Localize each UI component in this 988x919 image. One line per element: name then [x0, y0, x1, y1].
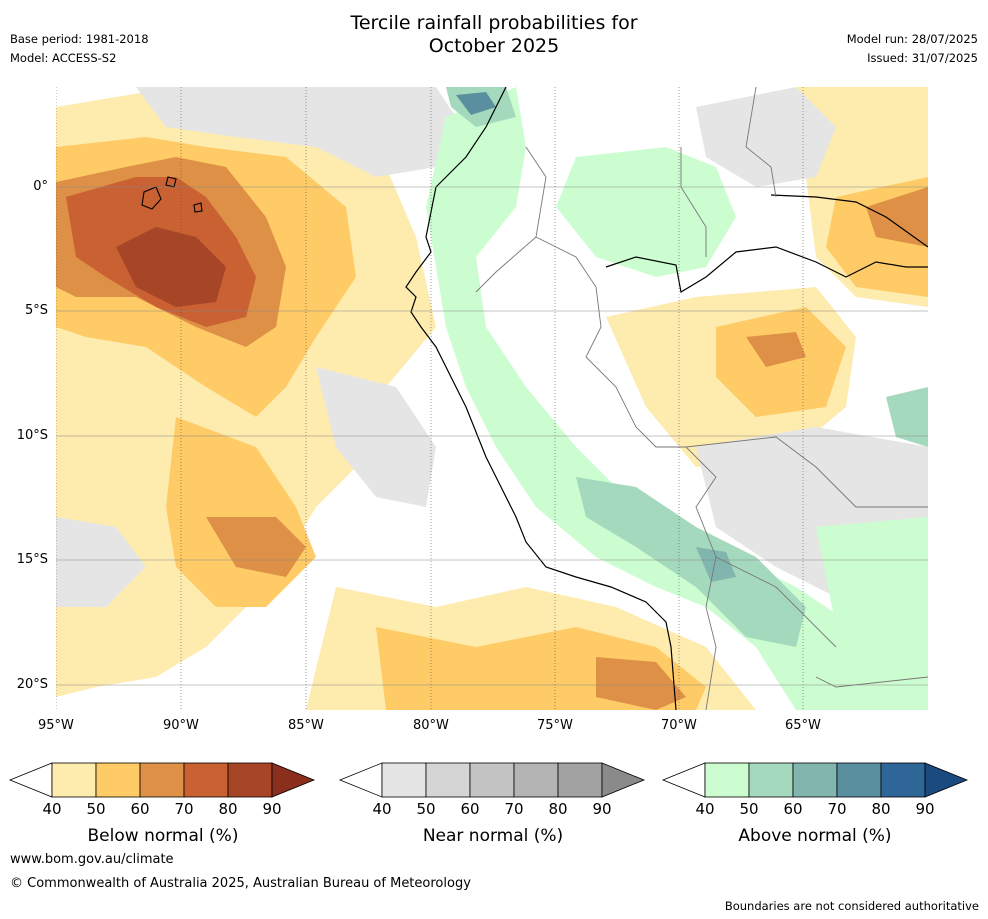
- colorbar-tick-label: 70: [504, 800, 524, 818]
- base-period-text: Base period: 1981-2018: [10, 32, 149, 46]
- above-normal-region-andes-60: [696, 547, 736, 582]
- above-normal-region-east: [886, 387, 928, 447]
- colorbar-tick-label: 50: [739, 800, 759, 818]
- lat-tick-5s: 5°S: [24, 303, 48, 318]
- colorbar-segment: [469, 762, 515, 798]
- colorbar-tick-label: 80: [218, 800, 238, 818]
- colorbar-near-normal: [338, 762, 646, 798]
- lon-tick-90w: 90°W: [163, 718, 199, 733]
- colorbar-segment: [880, 762, 926, 798]
- lon-tick-85w: 85°W: [288, 718, 324, 733]
- colorbar-extend-high: [601, 762, 646, 798]
- colorbar-segment: [557, 762, 603, 798]
- colorbar-segment: [748, 762, 794, 798]
- colorbar-tick-label: 90: [262, 800, 282, 818]
- near-normal-label: Near normal (%): [422, 826, 564, 846]
- above-normal-region-southeast: [816, 517, 928, 710]
- colorbar-segment: [51, 762, 97, 798]
- colorbar-segment: [792, 762, 838, 798]
- colorbar-extend-low: [8, 762, 53, 798]
- near-normal-region-central: [316, 367, 436, 507]
- map-gridlines: [56, 87, 928, 710]
- colorbar-tick-label: 80: [548, 800, 568, 818]
- above-normal-region-north-70: [456, 92, 496, 115]
- colorbar-segment: [227, 762, 273, 798]
- below-normal-region-northeast-70: [866, 187, 928, 247]
- colorbar-tick-label: 50: [86, 800, 106, 818]
- colorbar-tick-label: 60: [130, 800, 150, 818]
- below-normal-region-east-70: [746, 332, 806, 367]
- lon-tick-75w: 75°W: [537, 718, 573, 733]
- lon-tick-65w: 65°W: [785, 718, 821, 733]
- colorbar-tick-label: 90: [592, 800, 612, 818]
- colorbar-segment: [513, 762, 559, 798]
- below-normal-region-south-70: [596, 657, 686, 710]
- title-line-2: October 2025: [428, 35, 560, 57]
- colorbar-above-normal: [661, 762, 969, 798]
- colorbar-segment: [183, 762, 229, 798]
- colorbar-segment: [381, 762, 427, 798]
- colorbar-tick-label: 60: [460, 800, 480, 818]
- model-run-text: Model run: 28/07/2025: [846, 32, 978, 46]
- colorbar-below-normal: [8, 762, 316, 798]
- issued-text: Issued: 31/07/2025: [867, 51, 978, 65]
- near-normal-region-north: [136, 87, 456, 177]
- footer-copyright: © Commonwealth of Australia 2025, Austra…: [10, 876, 471, 891]
- colorbar-tick-label: 70: [174, 800, 194, 818]
- colorbar-tick-label: 90: [915, 800, 935, 818]
- above-normal-label: Above normal (%): [738, 826, 892, 846]
- title-line-1: Tercile rainfall probabilities for: [350, 12, 638, 34]
- colorbar-extend-low: [661, 762, 706, 798]
- coastline: [405, 87, 677, 710]
- colorbar-tick-label: 40: [695, 800, 715, 818]
- lon-tick-70w: 70°W: [661, 718, 697, 733]
- colorbar-segment: [836, 762, 882, 798]
- lat-tick-0: 0°: [33, 179, 48, 194]
- lon-tick-80w: 80°W: [413, 718, 449, 733]
- rainfall-map: [56, 87, 928, 710]
- colorbar-tick-label: 40: [42, 800, 62, 818]
- colorbar-extend-high: [924, 762, 969, 798]
- lat-tick-20s: 20°S: [16, 677, 48, 692]
- colorbar-tick-label: 40: [372, 800, 392, 818]
- near-normal-region-west: [56, 517, 146, 607]
- colorbar-segment: [139, 762, 185, 798]
- colorbar-segment: [704, 762, 750, 798]
- below-normal-region-west-90: [116, 227, 226, 307]
- amazon-river: [605, 246, 928, 293]
- below-normal-label: Below normal (%): [87, 826, 239, 846]
- footer-url[interactable]: www.bom.gov.au/climate: [10, 852, 174, 867]
- lat-tick-15s: 15°S: [16, 552, 48, 567]
- colorbar-segment: [95, 762, 141, 798]
- colorbar-tick-label: 50: [416, 800, 436, 818]
- lon-tick-95w: 95°W: [38, 718, 74, 733]
- colorbar-extend-low: [338, 762, 383, 798]
- colorbar-tick-label: 70: [827, 800, 847, 818]
- above-normal-region-andes-50: [576, 477, 806, 647]
- footer-disclaimer: Boundaries are not considered authoritat…: [724, 899, 979, 913]
- map-title: Tercile rainfall probabilities for Octob…: [0, 12, 988, 58]
- below-normal-region-southwest-70: [206, 517, 306, 577]
- country-borders: [475, 87, 928, 710]
- colorbar-extend-high: [271, 762, 316, 798]
- model-text: Model: ACCESS-S2: [10, 51, 117, 65]
- colorbar-tick-label: 60: [783, 800, 803, 818]
- lat-tick-10s: 10°S: [16, 428, 48, 443]
- river-north: [770, 194, 928, 248]
- colorbar-tick-label: 80: [871, 800, 891, 818]
- above-normal-region-amazon: [556, 147, 736, 277]
- near-normal-region-northeast: [696, 87, 836, 187]
- colorbar-ticks: 40 50 60 70 80 90 40 50 60 70 80 90 40 50 60 70 80 90: [0, 800, 988, 820]
- colorbar-segment: [425, 762, 471, 798]
